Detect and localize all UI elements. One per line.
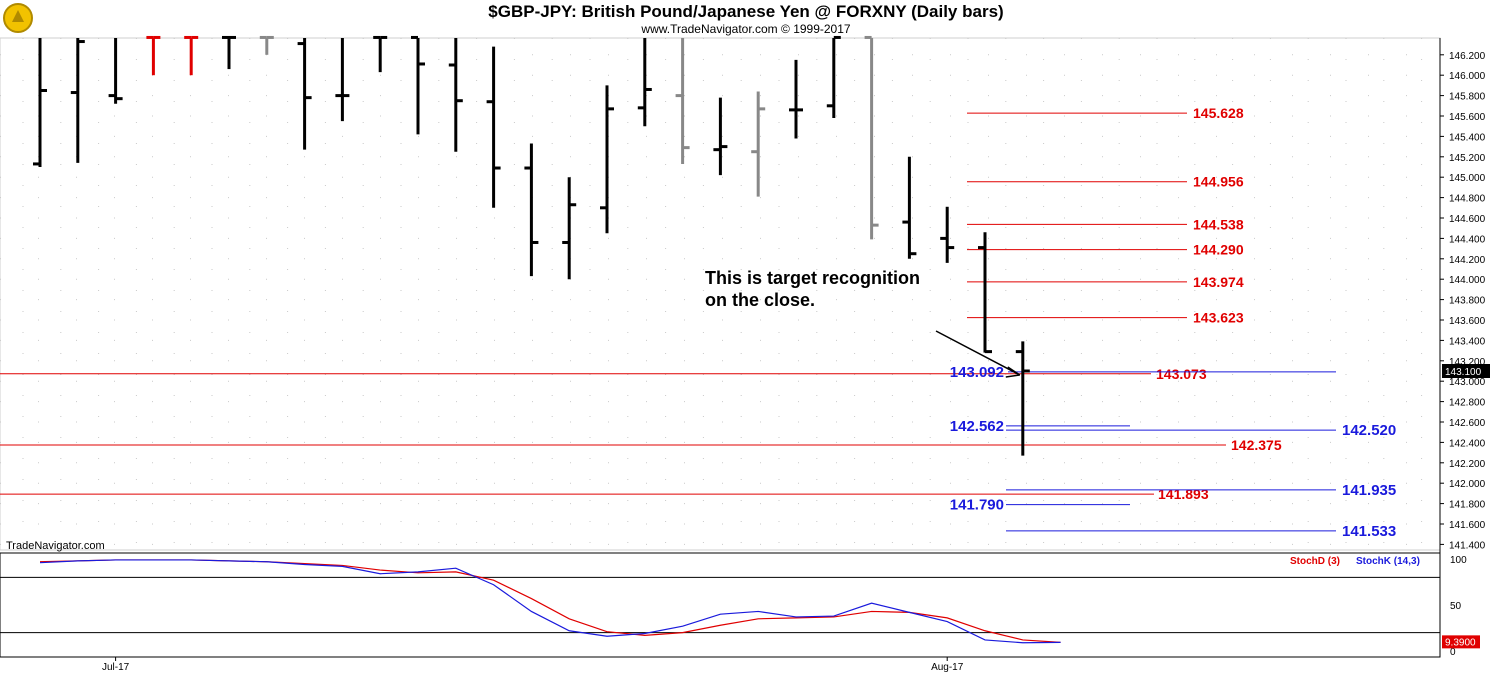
stoch-plot-frame [0, 552, 1441, 658]
y-tick-label: 143.400 [1449, 336, 1486, 347]
target-level-label: 143.974 [1193, 274, 1244, 290]
annotation-line-2: on the close. [705, 290, 816, 310]
stoch-last-value-label: 9.3900 [1445, 637, 1476, 648]
y-tick-label: 146.200 [1449, 51, 1486, 62]
y-tick-label: 142.200 [1449, 459, 1486, 470]
annotation-line-1: This is target recognition [705, 268, 921, 288]
chart-title: $GBP-JPY: British Pound/Japanese Yen @ F… [488, 2, 1004, 21]
y-tick-label: 144.400 [1449, 234, 1486, 245]
stoch-legend-d: StochD (3) [1290, 556, 1340, 567]
chart-subtitle: www.TradeNavigator.com © 1999-2017 [641, 22, 851, 36]
target-level-label: 141.935 [1342, 482, 1396, 499]
annotation-text: This is target recognition on the close. [705, 267, 920, 311]
target-level-label: 144.956 [1193, 174, 1244, 190]
y-tick-label: 142.600 [1449, 418, 1486, 429]
y-tick-label: 144.000 [1449, 275, 1486, 286]
y-tick-label: 143.000 [1449, 377, 1486, 388]
target-level-label: 145.628 [1193, 105, 1244, 121]
stoch-last-value-box [1442, 635, 1480, 649]
stoch-legend-k: StochK (14,3) [1356, 556, 1420, 567]
target-level-label: 142.562 [950, 418, 1004, 435]
y-tick-label: 144.600 [1449, 214, 1486, 225]
y-tick-label: 142.400 [1449, 438, 1486, 449]
target-level-label: 143.073 [1156, 366, 1207, 382]
logo-icon [3, 3, 33, 33]
stoch-y-tick-label: 50 [1450, 601, 1462, 612]
y-tick-label: 145.800 [1449, 92, 1486, 103]
last-price-label: 143.100 [1445, 367, 1482, 378]
watermark: TradeNavigator.com [6, 540, 105, 552]
y-tick-label: 145.200 [1449, 153, 1486, 164]
target-level-label: 141.533 [1342, 523, 1396, 540]
y-tick-label: 145.000 [1449, 173, 1486, 184]
last-price-box [1442, 364, 1490, 378]
y-tick-label: 141.400 [1449, 540, 1486, 551]
y-tick-label: 143.200 [1449, 357, 1486, 368]
target-level-label: 143.092 [950, 364, 1004, 381]
y-tick-label: 141.600 [1449, 520, 1486, 531]
target-level-label: 144.538 [1193, 216, 1244, 232]
annotation-arrow [935, 330, 1021, 376]
y-tick-label: 142.000 [1449, 479, 1486, 490]
stoch-series-line [39, 559, 1061, 643]
x-tick-label: Jul-17 [102, 662, 130, 673]
target-level-label: 144.290 [1193, 242, 1244, 258]
y-tick-label: 146.000 [1449, 71, 1486, 82]
y-tick-label: 141.800 [1449, 500, 1486, 511]
stoch-series-line [39, 559, 1061, 644]
y-tick-label: 142.800 [1449, 398, 1486, 409]
y-tick-label: 143.800 [1449, 296, 1486, 307]
target-level-label: 141.790 [950, 497, 1004, 514]
target-level-label: 143.623 [1193, 310, 1244, 326]
y-tick-label: 145.400 [1449, 132, 1486, 143]
target-level-label: 141.893 [1158, 486, 1209, 502]
y-tick-label: 144.200 [1449, 255, 1486, 266]
stoch-y-tick-label: 0 [1450, 647, 1456, 658]
stoch-y-tick-label: 100 [1450, 555, 1467, 566]
y-tick-label: 143.600 [1449, 316, 1486, 327]
y-tick-label: 145.600 [1449, 112, 1486, 123]
annotation-arrowhead [1005, 366, 1021, 378]
x-tick-label: Aug-17 [931, 662, 964, 673]
target-level-label: 142.375 [1231, 437, 1282, 453]
y-tick-label: 144.800 [1449, 194, 1486, 205]
target-level-label: 142.520 [1342, 422, 1396, 439]
